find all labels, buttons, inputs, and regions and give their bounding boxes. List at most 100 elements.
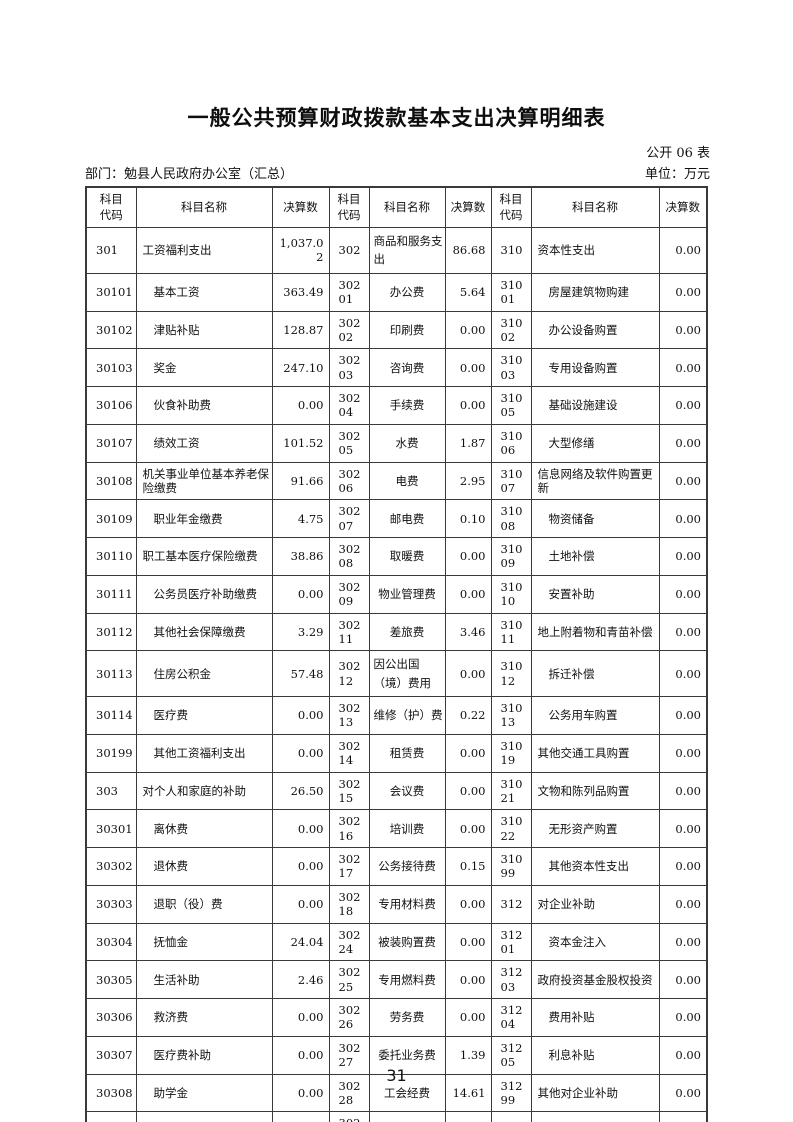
subject-code-cell: 30109	[85, 499, 137, 539]
form-code: 公开 06 表	[646, 146, 710, 161]
subject-code-cell: 30206	[328, 461, 370, 501]
subject-name-cell: 费用补贴	[530, 998, 660, 1037]
subject-name-cell: 培训费	[368, 809, 446, 849]
subject-name-cell: 信息网络及软件购置更新	[530, 461, 660, 501]
subject-name-cell: 绩效工资	[135, 423, 273, 463]
table-row: 30102 津贴补贴 128.87 30202 印刷费 0.00 31002 办公设备购置 0.…	[85, 310, 708, 350]
subject-name-cell: 电费	[368, 461, 446, 501]
subject-code-cell: 30209	[328, 574, 370, 614]
subject-name-cell: 商品和服务支出	[368, 227, 446, 274]
subject-name-cell: 物业管理费	[368, 574, 446, 614]
col-header-subject-code: 科目代码	[490, 186, 532, 229]
subject-name-cell: 维修（护）费	[368, 696, 446, 735]
table-row: 30112 其他社会保障缴费 3.29 30211 差旅费 3.46 31011 地上附着物和…	[85, 612, 708, 652]
subject-name-cell: 政府投资基金股权投资	[530, 960, 660, 1000]
amount-cell: 247.10	[271, 348, 330, 388]
subject-name-cell: 职工基本医疗保险缴费	[135, 537, 273, 576]
amount-cell: 0.00	[271, 696, 330, 735]
subject-code-cell: 310	[490, 227, 532, 274]
subject-name-cell: 其他支出	[530, 1111, 660, 1122]
amount-cell: 0.00	[658, 386, 708, 425]
subject-code-cell: 30226	[328, 998, 370, 1037]
col-header-subject-name: 科目名称	[530, 186, 660, 229]
subject-code-cell: 30306	[85, 998, 137, 1037]
subject-name-cell: 租赁费	[368, 733, 446, 773]
subject-code-cell: 30216	[328, 809, 370, 849]
amount-cell: 0.00	[271, 884, 330, 924]
subject-name-cell: 救济费	[135, 998, 273, 1037]
amount-cell: 0.00	[658, 310, 708, 350]
subject-name-cell: 对个人和家庭的补助	[135, 771, 273, 811]
subject-code-cell: 31008	[490, 499, 532, 539]
subject-code-cell: 30309	[85, 1111, 137, 1122]
amount-cell: 3.46	[444, 612, 492, 652]
amount-cell: 3.29	[271, 612, 330, 652]
subject-name-cell: 咨询费	[368, 348, 446, 388]
subject-code-cell: 30224	[328, 922, 370, 962]
subject-name-cell: 基本工资	[135, 272, 273, 312]
col-header-subject-code: 科目代码	[85, 186, 137, 229]
amount-cell: 0.00	[658, 1111, 708, 1122]
table-row: 30302 退休费 0.00 30217 公务接待费 0.15 31099 其他资本性支出 0.…	[85, 847, 708, 886]
amount-cell: 0.00	[444, 1111, 492, 1122]
amount-cell: 91.66	[271, 461, 330, 501]
amount-cell: 1.87	[444, 423, 492, 463]
amount-cell: 1,037.02	[271, 227, 330, 274]
unit-label: 单位：万元	[644, 167, 710, 182]
subject-code-cell: 31099	[490, 847, 532, 886]
subject-name-cell: 其他交通工具购置	[530, 733, 660, 773]
subject-name-cell: 邮电费	[368, 499, 446, 539]
table-row: 30108 机关事业单位基本养老保险缴费 91.66 30206 电费 2.95 31007…	[85, 461, 708, 501]
table-row: 30111 公务员医疗补助缴费 0.00 30209 物业管理费 0.00 31010 安置补…	[85, 574, 708, 614]
subject-code-cell: 31007	[490, 461, 532, 501]
amount-cell: 14.61	[444, 1073, 492, 1113]
subject-name-cell: 差旅费	[368, 612, 446, 652]
amount-cell: 0.00	[658, 998, 708, 1037]
amount-cell: 0.00	[658, 272, 708, 312]
page-title: 一般公共预算财政拨款基本支出决算明细表	[187, 105, 606, 130]
subject-name-cell: 文物和陈列品购置	[530, 771, 660, 811]
subject-name-cell: 因公出国（境）费用	[368, 650, 446, 698]
subject-name-cell: 取暖费	[368, 537, 446, 576]
subject-name-cell: 安置补助	[530, 574, 660, 614]
subject-code-cell: 30305	[85, 960, 137, 1000]
subject-name-cell: 土地补偿	[530, 537, 660, 576]
subject-code-cell: 30208	[328, 537, 370, 576]
subject-code-cell: 30225	[328, 960, 370, 1000]
subject-code-cell: 31019	[490, 733, 532, 773]
amount-cell: 0.00	[444, 386, 492, 425]
subject-name-cell: 办公设备购置	[530, 310, 660, 350]
subject-code-cell: 30201	[328, 272, 370, 312]
amount-cell: 38.86	[271, 537, 330, 576]
subject-name-cell: 生活补助	[135, 960, 273, 1000]
table-row: 30113 住房公积金 57.48 30212 因公出国（境）费用 0.00 31012 拆迁…	[85, 650, 708, 698]
amount-cell: 0.00	[444, 537, 492, 576]
subject-code-cell: 31201	[490, 922, 532, 962]
amount-cell: 363.49	[271, 272, 330, 312]
subject-code-cell: 30102	[85, 310, 137, 350]
table-row: 30101 基本工资 363.49 30201 办公费 5.64 31001 房屋建筑物购建 0…	[85, 272, 708, 312]
amount-cell: 2.95	[444, 461, 492, 501]
table-row: 30301 离休费 0.00 30216 培训费 0.00 31022 无形资产购置 0.00	[85, 809, 708, 849]
table-row: 30110 职工基本医疗保险缴费 38.86 30208 取暖费 0.00 31009 土地补…	[85, 537, 708, 576]
subject-code-cell: 312	[490, 884, 532, 924]
subject-name-cell: 奖励金	[135, 1111, 273, 1122]
amount-cell: 0.00	[658, 461, 708, 501]
subject-code-cell: 31013	[490, 696, 532, 735]
subject-code-cell: 30211	[328, 612, 370, 652]
subject-code-cell: 30301	[85, 809, 137, 849]
table-row: 30306 救济费 0.00 30226 劳务费 0.00 31204 费用补贴 0.00	[85, 998, 708, 1037]
subject-code-cell: 30110	[85, 537, 137, 576]
amount-cell: 26.50	[271, 771, 330, 811]
amount-cell: 101.52	[271, 423, 330, 463]
subject-name-cell: 其他资本性支出	[530, 847, 660, 886]
subject-code-cell: 30214	[328, 733, 370, 773]
subject-code-cell: 30307	[85, 1035, 137, 1075]
subject-name-cell: 印刷费	[368, 310, 446, 350]
subject-name-cell: 房屋建筑物购建	[530, 272, 660, 312]
subject-code-cell: 30308	[85, 1073, 137, 1113]
amount-cell: 0.00	[271, 998, 330, 1037]
subject-code-cell: 31205	[490, 1035, 532, 1075]
subject-code-cell: 30202	[328, 310, 370, 350]
subject-name-cell: 专用燃料费	[368, 960, 446, 1000]
